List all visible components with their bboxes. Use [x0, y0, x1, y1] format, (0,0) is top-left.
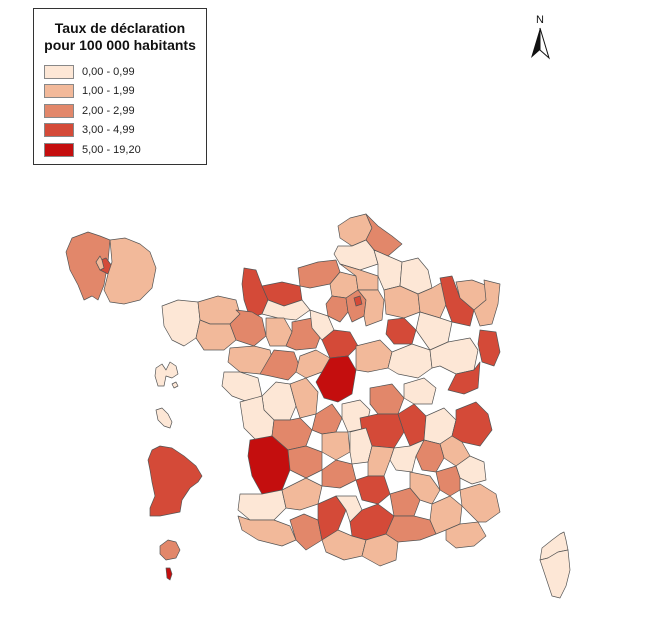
corsica: [539, 531, 571, 599]
legend-label: 5,00 - 19,20: [82, 143, 141, 156]
map-legend: Taux de déclaration pour 100 000 habitan…: [33, 8, 207, 165]
legend-label: 3,00 - 4,99: [82, 124, 135, 137]
north-arrow-icon: [531, 27, 550, 60]
legend-item: 1,00 - 1,99: [44, 82, 206, 102]
mainland-france: [161, 213, 501, 567]
legend-title-line1: Taux de déclaration: [54, 20, 186, 36]
inset-mayotte: [165, 567, 173, 581]
north-letter: N: [536, 14, 544, 26]
inset-reunion: [159, 539, 181, 561]
legend-items: 0,00 - 0,99 1,00 - 1,99 2,00 - 2,99 3,00…: [44, 62, 206, 160]
legend-swatch: [44, 64, 74, 79]
legend-title-line2: pour 100 000 habitants: [44, 37, 196, 53]
north-arrow: N: [527, 14, 553, 64]
legend-item: 2,00 - 2,99: [44, 101, 206, 121]
legend-title: Taux de déclaration pour 100 000 habitan…: [34, 20, 206, 54]
legend-label: 2,00 - 2,99: [82, 104, 135, 117]
legend-item: 5,00 - 19,20: [44, 140, 206, 160]
legend-label: 1,00 - 1,99: [82, 85, 135, 98]
inset-guadeloupe: [154, 361, 179, 389]
legend-swatch: [44, 142, 74, 157]
inset-ile-de-france: [65, 231, 157, 305]
inset-martinique: [155, 407, 173, 429]
inset-guyane: [147, 445, 203, 517]
legend-swatch: [44, 103, 74, 118]
legend-item: 0,00 - 0,99: [44, 62, 206, 82]
legend-swatch: [44, 123, 74, 138]
legend-label: 0,00 - 0,99: [82, 65, 135, 78]
legend-swatch: [44, 84, 74, 99]
legend-item: 3,00 - 4,99: [44, 121, 206, 141]
